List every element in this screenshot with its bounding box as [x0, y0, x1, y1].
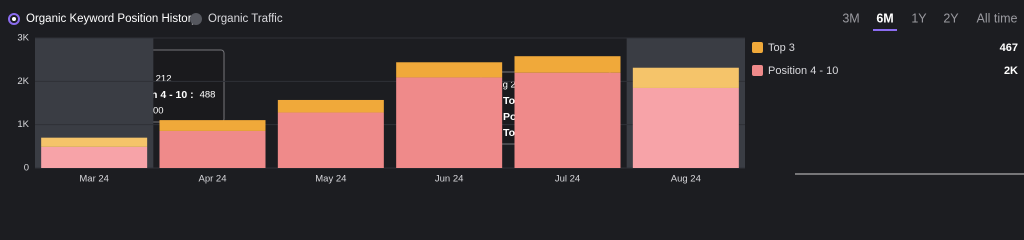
legend-label: Top 3 — [768, 42, 795, 54]
tooltip-value: 212 — [156, 74, 172, 85]
toggle[interactable]: Organic Traffic — [208, 13, 283, 25]
range-button[interactable]: 1Y — [911, 11, 927, 25]
x-tick-label: Jun 24 — [435, 174, 464, 185]
bar-segment — [277, 99, 384, 113]
x-tick-label: Apr 24 — [199, 174, 227, 185]
x-tick-label: Aug 24 — [671, 174, 701, 185]
radio-dot — [12, 17, 16, 21]
legend-value: 2K — [1004, 65, 1018, 77]
bar-segment — [41, 146, 148, 168]
bar-segment — [632, 67, 739, 88]
y-tick-label: 3K — [17, 33, 29, 44]
bar-segment — [41, 137, 148, 147]
bar-segment — [159, 130, 266, 168]
tooltip-value: 700 — [148, 106, 164, 117]
x-tick-label: Mar 24 — [79, 174, 109, 185]
range-button[interactable]: 3M — [842, 11, 859, 25]
legend-swatch[interactable] — [752, 42, 763, 53]
range-button[interactable]: 2Y — [943, 11, 959, 25]
range-button[interactable]: All time — [977, 11, 1018, 25]
y-tick-label: 2K — [17, 76, 29, 87]
tooltip-value: 488 — [200, 90, 216, 101]
range-button[interactable]: 6M — [876, 11, 893, 25]
radio-selected[interactable] — [8, 13, 20, 25]
bar-segment — [514, 72, 621, 168]
y-tick-label: 0 — [24, 163, 29, 174]
radio[interactable] — [190, 13, 202, 25]
bar-segment — [277, 112, 384, 168]
legend-swatch[interactable] — [752, 65, 763, 76]
bar-segment — [159, 120, 266, 131]
x-tick-label: Jul 24 — [555, 174, 580, 185]
bar-segment — [396, 77, 503, 168]
bar-segment — [396, 62, 503, 78]
toggle[interactable]: Organic Keyword Position History — [26, 13, 198, 25]
x-tick-label: May 24 — [315, 174, 346, 185]
bar-segment — [514, 56, 621, 73]
bar-segment — [632, 87, 739, 168]
legend-value: 467 — [1000, 42, 1018, 54]
chart: Organic Keyword Position History Organic… — [8, 11, 1024, 185]
legend-label: Position 4 - 10 — [768, 65, 838, 77]
tooltip-title: Aug 2024 — [491, 80, 532, 91]
y-tick-label: 1K — [17, 119, 29, 130]
